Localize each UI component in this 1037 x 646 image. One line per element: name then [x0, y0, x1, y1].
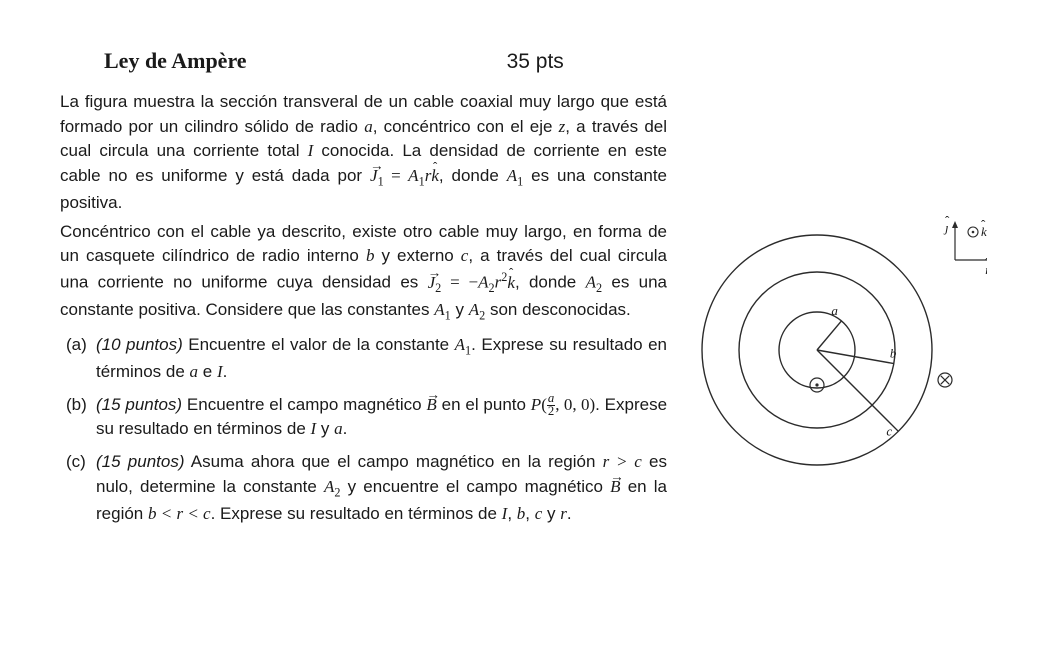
minus: −	[469, 273, 479, 292]
eq: =	[384, 166, 408, 185]
text-column: La figura muestra la sección transveral …	[60, 90, 667, 526]
parts-list: (a) (10 puntos) Encuentre el valor de la…	[60, 333, 667, 526]
text: Encuentre el valor de la constante	[183, 335, 455, 354]
part-a-body: (10 puntos) Encuentre el valor de la con…	[96, 333, 667, 385]
frac-den: 2	[547, 406, 555, 417]
intro-paragraph-1: La figura muestra la sección transveral …	[60, 90, 667, 216]
part-b-label: (b)	[60, 393, 96, 442]
text: y	[542, 504, 560, 523]
svg-text:c: c	[886, 423, 892, 438]
text: y encuentre el campo magnético	[341, 477, 611, 496]
text: y	[316, 419, 334, 438]
coaxial-figure: abcȷˆıˆkˆ	[687, 180, 987, 480]
text: ,	[507, 504, 516, 523]
sym: b	[517, 504, 526, 523]
svg-text:b: b	[890, 346, 897, 361]
part-c-label: (c)	[60, 450, 96, 526]
text: y externo	[374, 246, 460, 265]
text: en el punto	[437, 395, 531, 414]
svg-text:ˆ: ˆ	[985, 255, 987, 270]
part-c: (c) (15 puntos) Asuma ahora que el campo…	[60, 450, 667, 526]
svg-text:ˆ: ˆ	[945, 213, 950, 228]
text: Encuentre el campo magnético	[182, 395, 426, 414]
sym-B: →B	[610, 475, 620, 500]
points-label: 35 pts	[507, 50, 564, 74]
sym: r	[425, 166, 432, 185]
sym: r	[560, 504, 567, 523]
sym: A	[434, 300, 444, 319]
sym: A	[478, 273, 488, 292]
sym: P	[531, 395, 541, 414]
text: , concéntrico con el eje	[373, 117, 559, 136]
sym-B: →B	[426, 393, 436, 418]
part-c-body: (15 puntos) Asuma ahora que el campo mag…	[96, 450, 667, 526]
eq: =	[441, 273, 468, 292]
sym: A	[324, 477, 334, 496]
part-a-pts: (10 puntos)	[96, 335, 183, 354]
sym-khat: ˆk	[431, 164, 439, 189]
svg-text:a: a	[831, 303, 838, 318]
comma: ,	[572, 395, 581, 414]
sym: A	[507, 166, 517, 185]
sym: A	[469, 300, 479, 319]
sym: A	[408, 166, 418, 185]
text: e	[198, 362, 217, 381]
body: La figura muestra la sección transveral …	[60, 90, 987, 526]
part-b-body: (15 puntos) Encuentre el campo magnético…	[96, 393, 667, 442]
part-a-label: (a)	[60, 333, 96, 385]
part-c-pts: (15 puntos)	[96, 452, 185, 471]
sym: A	[455, 335, 465, 354]
sym: b < r < c	[148, 504, 211, 523]
part-b: (b) (15 puntos) Encuentre el campo magné…	[60, 393, 667, 442]
text: .	[223, 362, 228, 381]
intro-paragraph-2: Concéntrico con el cable ya descrito, ex…	[60, 220, 667, 325]
sym: a	[190, 362, 199, 381]
text: , donde	[439, 166, 507, 185]
text: .	[567, 504, 572, 523]
sym-J1: →J	[370, 164, 378, 189]
text: Asuma ahora que el campo magnético en la…	[185, 452, 603, 471]
part-b-pts: (15 puntos)	[96, 395, 182, 414]
text: ,	[525, 504, 534, 523]
text: . Exprese su resultado en términos de	[211, 504, 502, 523]
header: Ley de Ampère 35 pts	[60, 48, 987, 74]
part-a: (a) (10 puntos) Encuentre el valor de la…	[60, 333, 667, 385]
comma: ,	[555, 395, 564, 414]
text: .	[343, 419, 348, 438]
sym-J2: →J	[428, 271, 436, 296]
figure-column: abcȷˆıˆkˆ	[667, 90, 987, 480]
page: Ley de Ampère 35 pts La figura muestra l…	[0, 0, 1037, 646]
problem-title: Ley de Ampère	[104, 48, 247, 74]
sym-a: a	[364, 117, 373, 136]
sym-khat: ˆk	[507, 271, 515, 296]
text: , donde	[515, 273, 586, 292]
text: son desconocidas.	[485, 300, 631, 319]
sym: A	[586, 273, 596, 292]
sym: a	[334, 419, 343, 438]
text: y	[451, 300, 469, 319]
svg-text:ˆ: ˆ	[981, 217, 986, 232]
